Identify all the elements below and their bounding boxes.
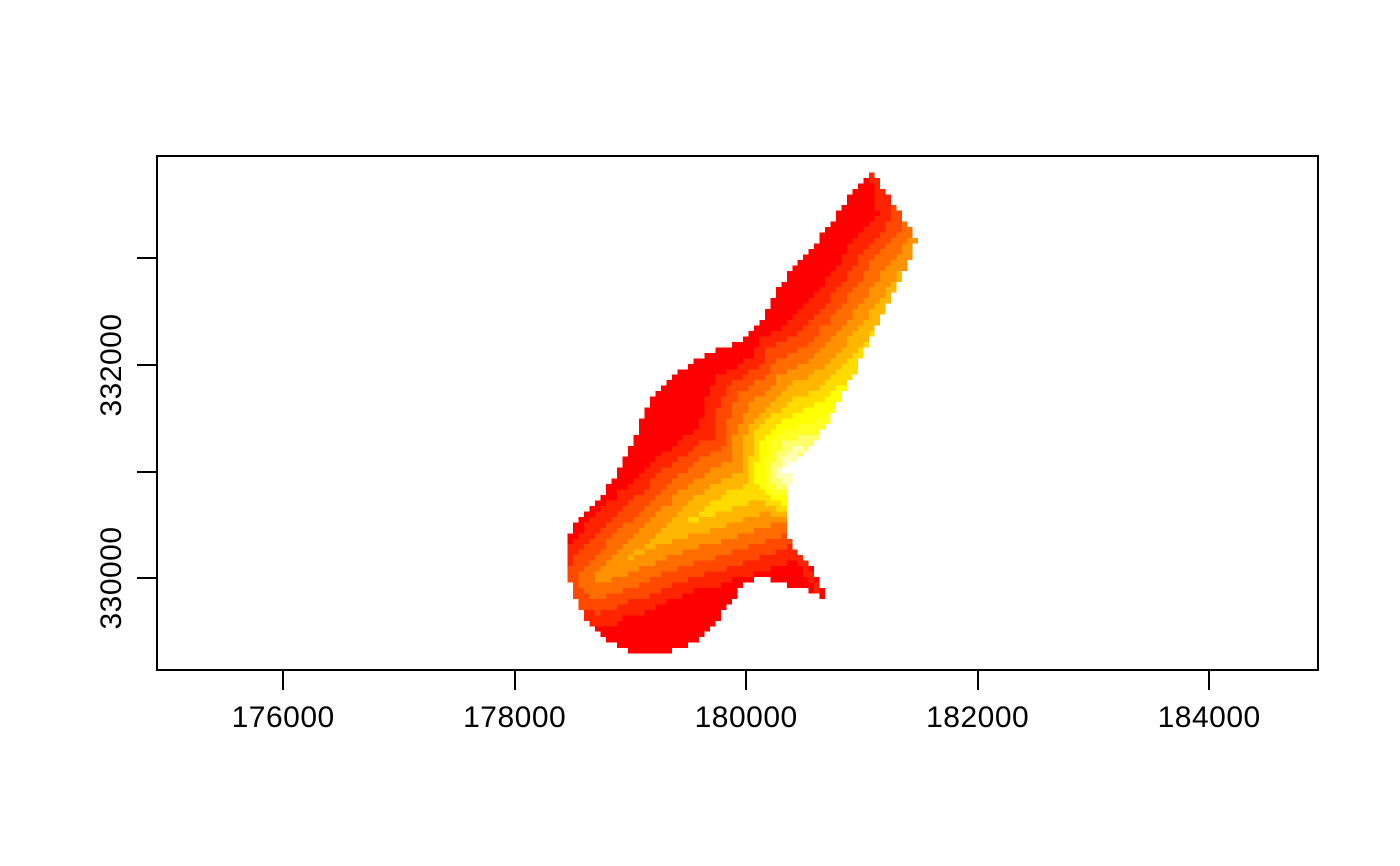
- x-tick-label: 184000: [1157, 701, 1261, 734]
- x-tick-label: 180000: [694, 701, 798, 734]
- x-axis-tick: [282, 671, 285, 690]
- x-axis-tick: [513, 671, 516, 690]
- x-axis-tick: [976, 671, 979, 690]
- x-axis-tick: [1208, 671, 1211, 690]
- plot-border-box: [156, 155, 1319, 671]
- y-tick-label: 332000: [95, 313, 128, 417]
- y-axis-tick: [137, 577, 156, 580]
- y-tick-label: 330000: [95, 526, 128, 630]
- x-tick-label: 182000: [926, 701, 1030, 734]
- y-axis-tick: [137, 257, 156, 260]
- raster-heatmap-canvas: [157, 156, 1318, 670]
- x-tick-label: 176000: [231, 701, 335, 734]
- x-tick-label: 178000: [463, 701, 567, 734]
- y-axis-tick: [137, 364, 156, 366]
- x-axis-tick: [745, 671, 748, 690]
- y-axis-tick: [137, 470, 156, 473]
